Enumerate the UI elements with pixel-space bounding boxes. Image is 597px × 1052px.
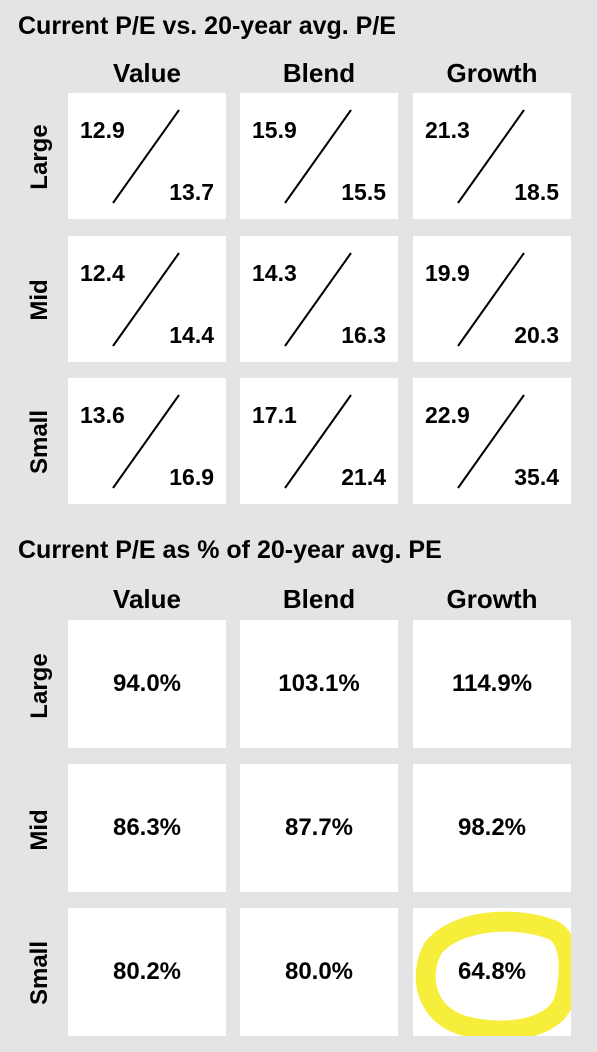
pe-cell-large-growth: 21.3 18.5 xyxy=(413,93,571,219)
row-label-large: Large xyxy=(26,124,53,190)
avg-pe: 13.7 xyxy=(169,179,214,205)
pct-cell-large-growth: 114.9% xyxy=(413,620,571,748)
pe-cell-small-blend: 17.1 21.4 xyxy=(240,378,398,504)
pct-value: 98.2% xyxy=(457,814,527,841)
pct-cell-large-blend: 103.1% xyxy=(240,620,398,748)
pe-cell-mid-growth: 19.9 20.3 xyxy=(413,236,571,362)
pe-cell-mid-blend: 14.3 16.3 xyxy=(240,236,398,362)
current-pe: 22.9 xyxy=(425,402,470,428)
diagonal-divider xyxy=(112,109,180,204)
pct-value: 64.8% xyxy=(457,958,527,985)
pct-cell-mid-blend: 87.7% xyxy=(240,764,398,892)
avg-pe: 35.4 xyxy=(514,464,559,490)
avg-pe: 18.5 xyxy=(514,179,559,205)
pct-value: 87.7% xyxy=(284,814,354,841)
current-pe: 13.6 xyxy=(80,402,125,428)
current-pe: 12.4 xyxy=(80,260,125,286)
column-header-value: Value xyxy=(113,58,181,88)
diagonal-divider xyxy=(284,252,352,347)
current-pe: 17.1 xyxy=(252,402,297,428)
pct-cell-mid-growth: 98.2% xyxy=(413,764,571,892)
pct-cell-small-blend: 80.0% xyxy=(240,908,398,1036)
column-header-blend: Blend xyxy=(282,58,356,88)
pct-cell-large-value: 94.0% xyxy=(68,620,226,748)
pct-cell-mid-value: 86.3% xyxy=(68,764,226,892)
diagonal-divider xyxy=(284,109,352,204)
current-pe: 12.9 xyxy=(80,117,125,143)
pe-cell-large-blend: 15.9 15.5 xyxy=(240,93,398,219)
row-label-large: Large xyxy=(26,653,53,719)
avg-pe: 14.4 xyxy=(169,322,214,348)
current-pe: 15.9 xyxy=(252,117,297,143)
diagonal-divider xyxy=(457,394,525,489)
pct-value: 94.0% xyxy=(112,670,182,697)
pct-value: 114.9% xyxy=(451,670,533,697)
row-label-mid: Mid xyxy=(26,809,53,851)
chart-title-pct: Current P/E as % of 20-year avg. PE xyxy=(18,536,442,564)
pct-value: 86.3% xyxy=(112,814,182,841)
row-label-small: Small xyxy=(26,409,53,475)
column-header-growth: Growth xyxy=(446,58,538,88)
diagonal-divider xyxy=(457,109,525,204)
avg-pe: 16.9 xyxy=(169,464,214,490)
pe-cell-small-growth: 22.9 35.4 xyxy=(413,378,571,504)
diagonal-divider xyxy=(457,252,525,347)
pct-value: 80.0% xyxy=(284,958,354,985)
current-pe: 21.3 xyxy=(425,117,470,143)
current-pe: 14.3 xyxy=(252,260,297,286)
avg-pe: 15.5 xyxy=(341,179,386,205)
pe-cell-small-value: 13.6 16.9 xyxy=(68,378,226,504)
diagonal-divider xyxy=(112,394,180,489)
column-header-growth: Growth xyxy=(446,584,538,614)
avg-pe: 16.3 xyxy=(341,322,386,348)
current-pe: 19.9 xyxy=(425,260,470,286)
row-label-small: Small xyxy=(26,940,53,1006)
pct-value: 103.1% xyxy=(278,670,360,697)
pct-value: 80.2% xyxy=(112,958,182,985)
pe-cell-large-value: 12.9 13.7 xyxy=(68,93,226,219)
chart-title-pe: Current P/E vs. 20-year avg. P/E xyxy=(18,12,396,40)
pe-cell-mid-value: 12.4 14.4 xyxy=(68,236,226,362)
column-header-blend: Blend xyxy=(282,584,356,614)
highlight-circle xyxy=(415,911,571,1036)
column-header-value: Value xyxy=(113,584,181,614)
pct-cell-small-value: 80.2% xyxy=(68,908,226,1036)
diagonal-divider xyxy=(284,394,352,489)
avg-pe: 20.3 xyxy=(514,322,559,348)
diagonal-divider xyxy=(112,252,180,347)
pct-cell-small-growth: 64.8% xyxy=(413,908,571,1036)
row-label-mid: Mid xyxy=(26,279,53,321)
avg-pe: 21.4 xyxy=(341,464,386,490)
